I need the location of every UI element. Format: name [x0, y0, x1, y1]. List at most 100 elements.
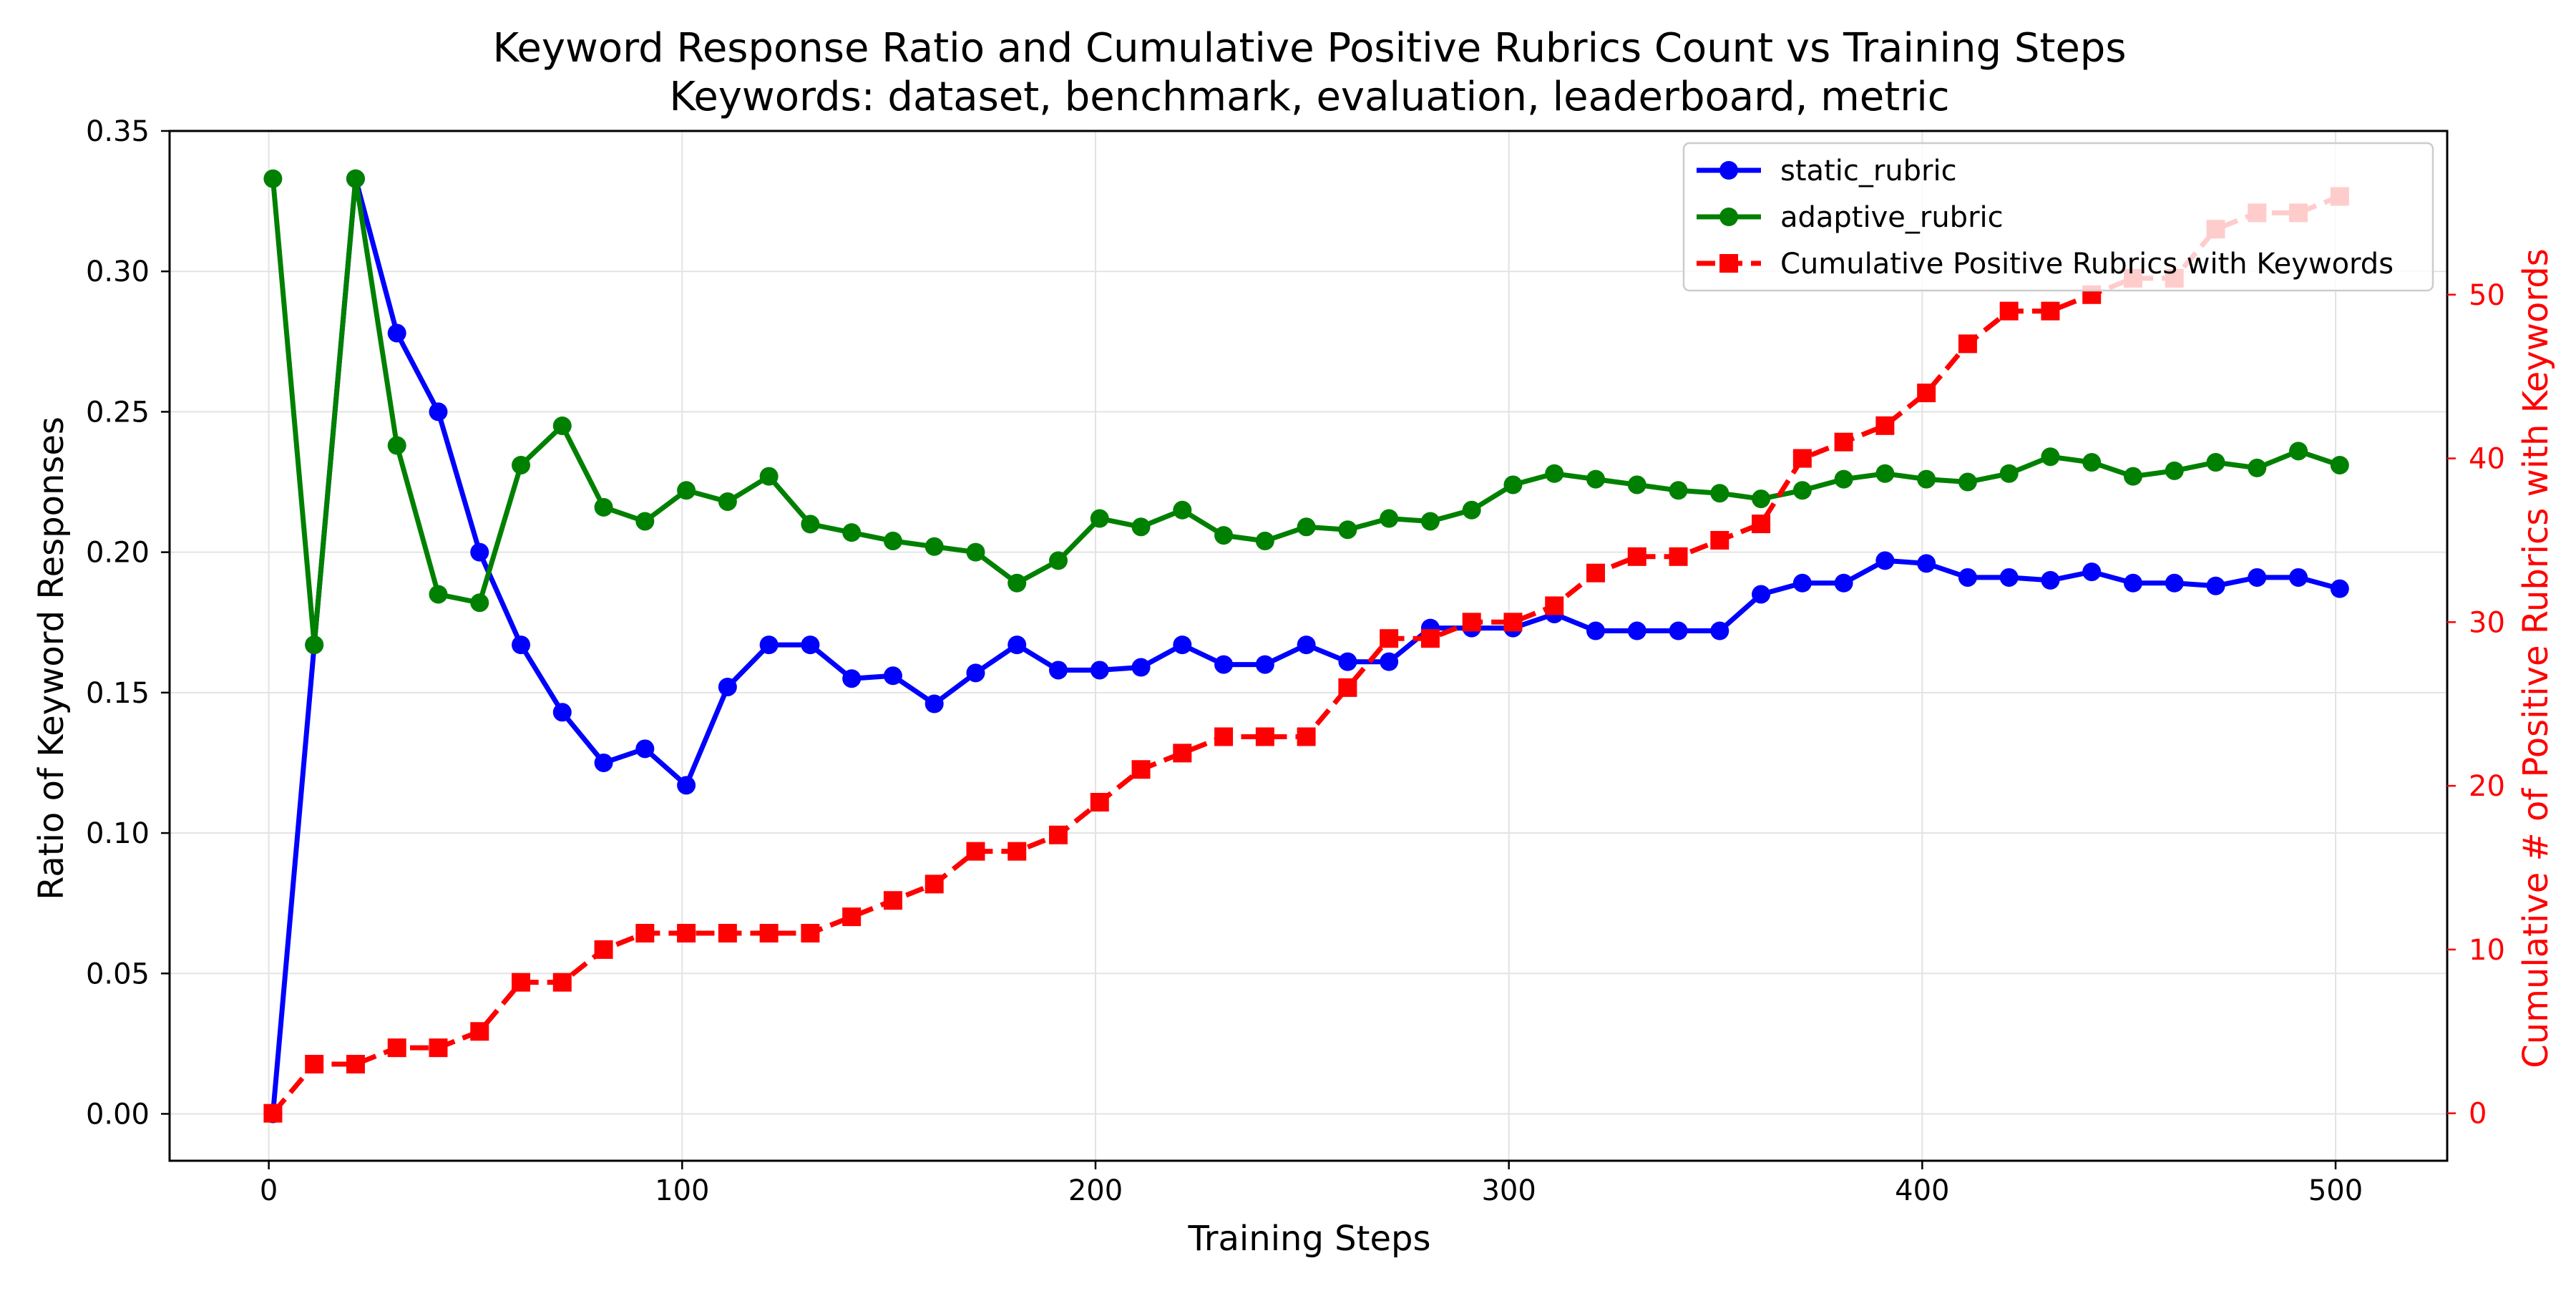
data-point-marker: [1090, 661, 1109, 680]
data-point-marker: [1875, 551, 1895, 570]
y-left-tick-label: 0.05: [86, 958, 150, 990]
data-point-marker: [1792, 449, 1812, 468]
data-point-marker: [2289, 567, 2308, 587]
data-point-marker: [1627, 475, 1646, 495]
data-point-marker: [2206, 576, 2225, 595]
data-point-marker: [1049, 551, 1068, 570]
data-point-marker: [1958, 472, 1977, 492]
data-point-marker: [263, 169, 283, 188]
data-point-marker: [2082, 453, 2102, 472]
data-point-marker: [1297, 517, 1316, 537]
data-point-marker: [1710, 530, 1729, 550]
legend-item: Cumulative Positive Rubrics with Keyword…: [1697, 248, 2394, 281]
data-point-marker: [594, 940, 613, 959]
y-right-tick-label: 20: [2469, 770, 2505, 803]
data-point-marker: [429, 1038, 448, 1058]
chart-subtitle: Keywords: dataset, benchmark, evaluation…: [669, 74, 1949, 120]
data-point-marker: [1752, 489, 1771, 509]
data-point-marker: [1834, 432, 1853, 452]
data-point-marker: [305, 635, 324, 655]
y-right-tick-label: 10: [2469, 934, 2505, 967]
y-left-tick-label: 0.35: [86, 115, 150, 148]
data-point-marker: [1586, 563, 1605, 583]
data-point-marker: [2165, 461, 2184, 480]
data-point-marker: [1586, 621, 1605, 640]
data-point-marker: [1627, 547, 1646, 566]
y-right-tick-label: 40: [2469, 443, 2505, 476]
data-point-marker: [1752, 585, 1771, 604]
data-point-marker: [1214, 655, 1234, 674]
data-point-marker: [2123, 467, 2142, 486]
axes-layer: 0 100 200 300 400 5000.000.050.100.150.200.25…: [86, 115, 2505, 1207]
data-point-marker: [2041, 301, 2060, 321]
data-point-marker: [1752, 515, 1771, 534]
data-point-marker: [387, 323, 406, 343]
legend-marker: [1719, 208, 1738, 226]
legend: static_rubric adaptive_rubric Cumulative P…: [1682, 142, 2434, 292]
data-point-marker: [1420, 512, 1440, 531]
data-point-marker: [924, 694, 944, 713]
x-tick-label: 200: [1068, 1174, 1123, 1207]
data-point-marker: [966, 842, 985, 861]
y-left-tick-label: 0.20: [86, 537, 150, 570]
data-point-marker: [718, 492, 737, 511]
data-point-marker: [1131, 517, 1151, 537]
data-point-marker: [1420, 629, 1440, 648]
y-right-tick-label: 0: [2469, 1098, 2487, 1131]
data-point-marker: [1917, 554, 1936, 573]
data-point-marker: [883, 666, 902, 686]
data-point-marker: [552, 416, 572, 436]
data-point-marker: [1627, 621, 1646, 640]
x-tick-label: 100: [655, 1174, 709, 1207]
data-point-marker: [1338, 678, 1357, 697]
plot-frame: [168, 130, 2449, 1162]
data-point-marker: [2123, 573, 2142, 593]
data-point-marker: [1380, 629, 1399, 648]
y-left-tick-label: 0.25: [86, 396, 150, 429]
data-point-marker: [1173, 500, 1192, 520]
legend-item: adaptive_rubric: [1697, 201, 2004, 234]
data-point-marker: [1669, 481, 1688, 500]
data-point-marker: [1999, 464, 2019, 483]
data-point-marker: [842, 669, 862, 688]
data-point-marker: [346, 169, 365, 188]
y-left-tick-label: 0.30: [86, 255, 150, 288]
legend-box: [1682, 142, 2434, 292]
data-point-marker: [1255, 531, 1274, 550]
data-point-marker: [801, 635, 820, 655]
data-point-marker: [2248, 567, 2267, 587]
data-point-marker: [883, 891, 902, 910]
y-left-tick-label: 0.00: [86, 1098, 150, 1131]
data-point-marker: [470, 593, 489, 613]
data-point-marker: [1131, 760, 1151, 779]
data-point-marker: [387, 436, 406, 455]
data-point-marker: [842, 907, 862, 927]
data-point-marker: [1710, 621, 1729, 640]
series-layer: [263, 169, 2349, 1124]
data-point-marker: [1008, 573, 1027, 593]
data-point-marker: [883, 531, 902, 550]
data-point-marker: [1917, 384, 1936, 403]
chart-title: Keyword Response Ratio and Cumulative Po…: [492, 25, 2126, 72]
data-point-marker: [429, 402, 448, 422]
data-point-marker: [2041, 447, 2060, 467]
data-point-marker: [2289, 442, 2308, 461]
data-point-marker: [677, 481, 696, 500]
data-point-marker: [1297, 635, 1316, 655]
data-point-marker: [1049, 661, 1068, 680]
y-left-tick-label: 0.15: [86, 677, 150, 710]
data-point-marker: [1999, 567, 2019, 587]
data-point-marker: [759, 924, 779, 943]
data-point-marker: [1255, 727, 1274, 746]
data-point-marker: [1669, 621, 1688, 640]
data-point-marker: [924, 875, 944, 894]
data-point-marker: [842, 523, 862, 542]
data-point-marker: [677, 924, 696, 943]
y-left-tick-label: 0.10: [86, 817, 150, 850]
data-point-marker: [966, 663, 985, 683]
data-point-marker: [1462, 613, 1481, 632]
data-point-marker: [1173, 635, 1192, 655]
data-point-marker: [1669, 547, 1688, 566]
data-point-marker: [1958, 334, 1977, 354]
data-point-marker: [1090, 509, 1109, 528]
